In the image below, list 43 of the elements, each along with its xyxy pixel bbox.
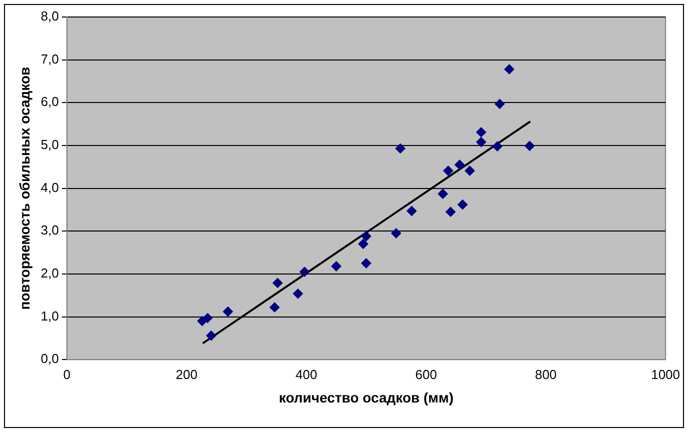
point bbox=[358, 238, 368, 249]
point bbox=[446, 206, 456, 217]
x-axis-title: количество осадков (мм) bbox=[278, 389, 454, 406]
point bbox=[464, 166, 475, 176]
x-tick-label: 1000 bbox=[651, 366, 680, 382]
y-axis-title: повторяемость обильных осадков bbox=[16, 66, 32, 310]
point bbox=[300, 266, 310, 277]
y-tick-label: 8,0 bbox=[40, 8, 59, 24]
point bbox=[206, 330, 216, 341]
point bbox=[361, 258, 372, 268]
point bbox=[454, 160, 465, 170]
y-tick-label: 1,0 bbox=[40, 308, 59, 324]
point bbox=[292, 288, 303, 299]
point bbox=[222, 306, 233, 317]
point bbox=[476, 127, 486, 138]
point bbox=[438, 188, 448, 199]
x-tick-label: 200 bbox=[176, 366, 198, 382]
point bbox=[270, 302, 280, 312]
point bbox=[476, 137, 486, 148]
y-tick-label: 5,0 bbox=[40, 137, 59, 152]
point bbox=[331, 261, 342, 272]
point bbox=[202, 313, 213, 324]
point bbox=[395, 143, 406, 154]
x-tick-label: 0 bbox=[63, 366, 70, 382]
point bbox=[458, 200, 468, 210]
point bbox=[504, 64, 514, 74]
point bbox=[391, 228, 402, 238]
y-tick-label: 0,0 bbox=[40, 351, 59, 366]
y-tick-label: 2,0 bbox=[40, 266, 59, 281]
y-tick-label: 4,0 bbox=[40, 180, 59, 195]
x-tick-label: 600 bbox=[415, 366, 437, 382]
point bbox=[443, 166, 454, 176]
point bbox=[361, 231, 372, 242]
point bbox=[494, 98, 505, 109]
point bbox=[492, 141, 502, 152]
y-tick-label: 6,0 bbox=[40, 94, 59, 110]
point bbox=[406, 206, 417, 216]
y-tick-label: 3,0 bbox=[40, 222, 59, 238]
y-tick-label: 7,0 bbox=[40, 51, 59, 66]
x-tick-label: 800 bbox=[534, 366, 557, 382]
point bbox=[272, 278, 283, 288]
x-tick-label: 400 bbox=[295, 366, 318, 382]
point bbox=[524, 140, 535, 151]
